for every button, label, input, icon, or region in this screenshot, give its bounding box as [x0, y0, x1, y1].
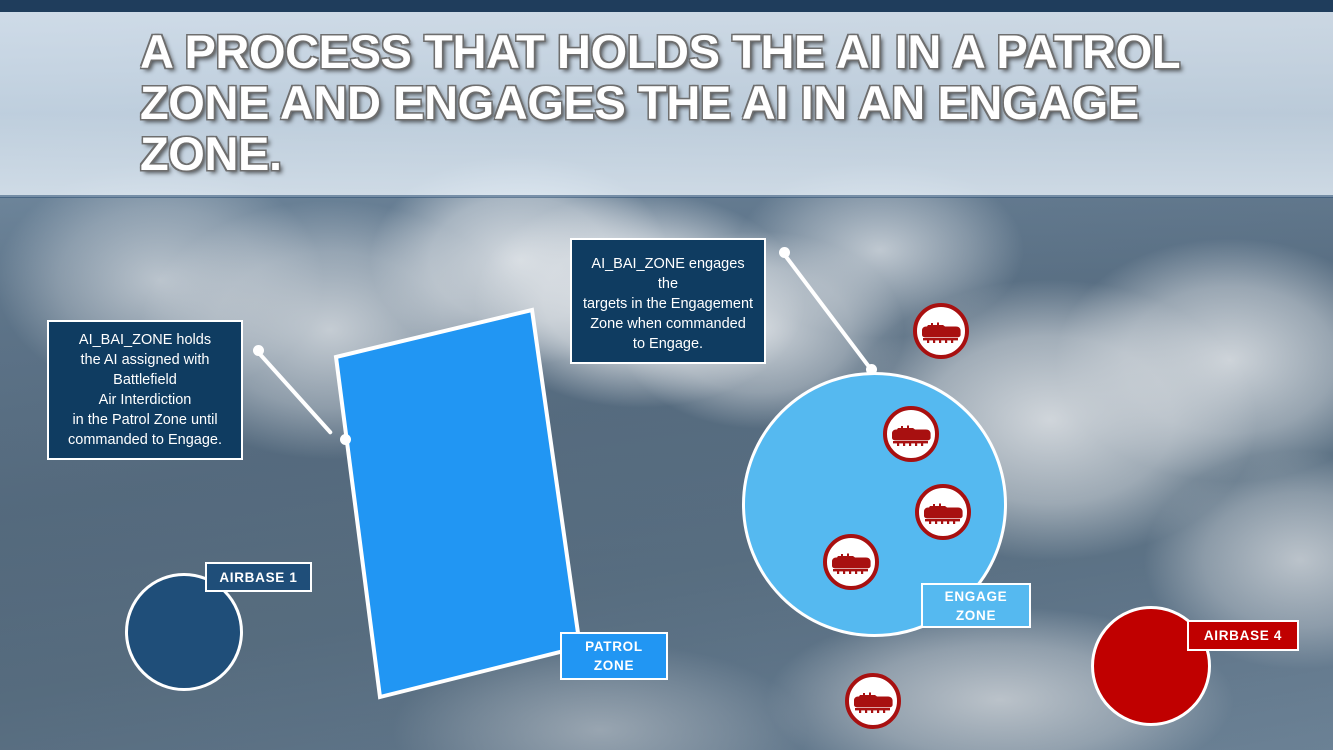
callout-line: to Engage.	[632, 336, 704, 352]
armored-vehicle-icon	[922, 322, 961, 343]
armored-vehicle-marker[interactable]	[845, 673, 901, 729]
airbase-1-label-text: AIRBASE 1	[219, 569, 298, 585]
callout-line: commanded to Engage.	[68, 432, 222, 448]
patrol-zone-label-line2: ZONE	[593, 658, 635, 673]
engage-callout-connector-end-dot	[866, 364, 877, 375]
callout-line: AI_BAI_ZONE holds	[78, 332, 212, 348]
patrol-zone-label-line1: PATROL	[585, 639, 643, 654]
airbase-4-label[interactable]: AIRBASE 4	[1187, 620, 1299, 651]
engage-zone-label-line1: ENGAGE	[944, 588, 1008, 604]
armored-vehicle-marker[interactable]	[913, 303, 969, 359]
armored-vehicle-marker[interactable]	[823, 534, 879, 590]
callout-line: Battlefield	[113, 372, 177, 388]
armored-vehicle-marker[interactable]	[915, 484, 971, 540]
patrol-callout-connector-end-dot	[340, 434, 351, 445]
armored-vehicle-marker[interactable]	[883, 406, 939, 462]
callout-line: in the Patrol Zone until	[72, 412, 218, 428]
callout-line: Zone when commanded	[590, 316, 746, 332]
callout-line: Air Interdiction	[98, 392, 192, 408]
armored-vehicle-icon	[832, 553, 871, 574]
airbase-4-marker[interactable]	[1091, 606, 1211, 726]
patrol-callout-box[interactable]: AI_BAI_ZONE holds the AI assigned with B…	[47, 320, 243, 460]
title-band-rule	[0, 195, 1333, 198]
engage-callout-connector-start-dot	[779, 247, 790, 258]
callout-line: the AI assigned with	[80, 352, 210, 368]
callout-line: AI_BAI_ZONE engages the	[591, 256, 745, 292]
armored-vehicle-icon	[924, 503, 963, 524]
page-title: A PROCESS THAT HOLDS THE AI IN A PATROL …	[140, 25, 1180, 180]
title-band	[0, 12, 1333, 197]
patrol-callout-connector-start-dot	[253, 345, 264, 356]
engage-callout-box[interactable]: AI_BAI_ZONE engages the targets in the E…	[570, 238, 766, 364]
callout-line: targets in the Engagement	[582, 296, 754, 312]
airbase-1-label[interactable]: AIRBASE 1	[205, 562, 312, 592]
engage-zone-label-line2: ZONE	[955, 607, 997, 623]
engage-zone-label[interactable]: ENGAGE ZONE	[921, 583, 1031, 628]
airbase-1-marker[interactable]	[125, 573, 243, 691]
armored-vehicle-icon	[892, 425, 931, 446]
patrol-zone-label[interactable]: PATROL ZONE	[560, 632, 668, 680]
armored-vehicle-icon	[854, 692, 893, 713]
top-accent-bar	[0, 0, 1333, 12]
airbase-4-label-text: AIRBASE 4	[1203, 628, 1283, 643]
